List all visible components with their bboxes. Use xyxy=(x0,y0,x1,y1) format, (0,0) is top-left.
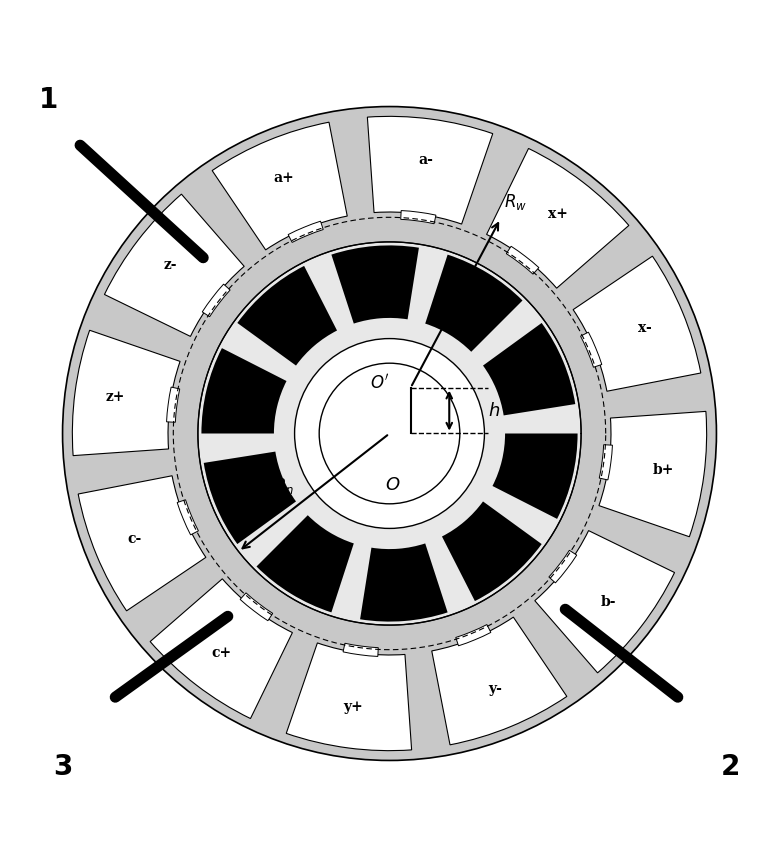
Text: c+: c+ xyxy=(211,646,231,660)
Text: y+: y+ xyxy=(344,701,363,714)
Wedge shape xyxy=(203,284,230,316)
Wedge shape xyxy=(506,246,539,274)
Wedge shape xyxy=(256,515,354,612)
Wedge shape xyxy=(360,544,448,622)
Wedge shape xyxy=(487,148,629,288)
Text: 1: 1 xyxy=(39,86,58,114)
Text: $O$: $O$ xyxy=(386,476,400,493)
Wedge shape xyxy=(573,256,701,391)
Wedge shape xyxy=(286,643,411,751)
Wedge shape xyxy=(240,593,273,621)
Circle shape xyxy=(62,107,717,760)
Text: 3: 3 xyxy=(53,753,72,781)
Wedge shape xyxy=(599,445,612,480)
Text: $h$: $h$ xyxy=(488,401,500,420)
Wedge shape xyxy=(72,330,180,456)
Wedge shape xyxy=(331,245,419,323)
Wedge shape xyxy=(432,617,567,745)
Wedge shape xyxy=(104,194,244,336)
Wedge shape xyxy=(400,211,436,224)
Wedge shape xyxy=(580,332,602,368)
Wedge shape xyxy=(78,476,206,611)
Wedge shape xyxy=(483,323,575,415)
Wedge shape xyxy=(150,579,292,719)
Wedge shape xyxy=(204,452,296,544)
Wedge shape xyxy=(425,255,523,352)
Wedge shape xyxy=(599,411,707,537)
Text: z+: z+ xyxy=(106,390,125,404)
Text: x+: x+ xyxy=(548,207,568,221)
Text: 2: 2 xyxy=(721,753,740,781)
Wedge shape xyxy=(549,551,576,583)
Text: $R_w$: $R_w$ xyxy=(504,192,527,212)
Text: c-: c- xyxy=(127,532,141,546)
Wedge shape xyxy=(535,531,675,673)
Text: x-: x- xyxy=(638,321,652,335)
Circle shape xyxy=(294,339,485,528)
Wedge shape xyxy=(368,116,493,224)
Circle shape xyxy=(198,242,581,625)
Wedge shape xyxy=(177,499,199,535)
Wedge shape xyxy=(442,501,541,601)
Wedge shape xyxy=(202,349,287,434)
Wedge shape xyxy=(343,643,379,656)
Text: z-: z- xyxy=(164,258,177,272)
Text: $O'$: $O'$ xyxy=(370,373,390,392)
Wedge shape xyxy=(456,624,491,646)
Text: b+: b+ xyxy=(653,463,674,477)
Wedge shape xyxy=(492,434,577,518)
Text: a-: a- xyxy=(418,153,433,166)
Circle shape xyxy=(319,363,460,504)
Text: a+: a+ xyxy=(273,171,294,186)
Wedge shape xyxy=(238,266,337,366)
Wedge shape xyxy=(288,221,323,243)
Text: b-: b- xyxy=(601,595,616,609)
Text: $R_n$: $R_n$ xyxy=(274,476,294,496)
Wedge shape xyxy=(212,122,347,250)
Text: y-: y- xyxy=(488,681,502,696)
Wedge shape xyxy=(167,387,180,422)
